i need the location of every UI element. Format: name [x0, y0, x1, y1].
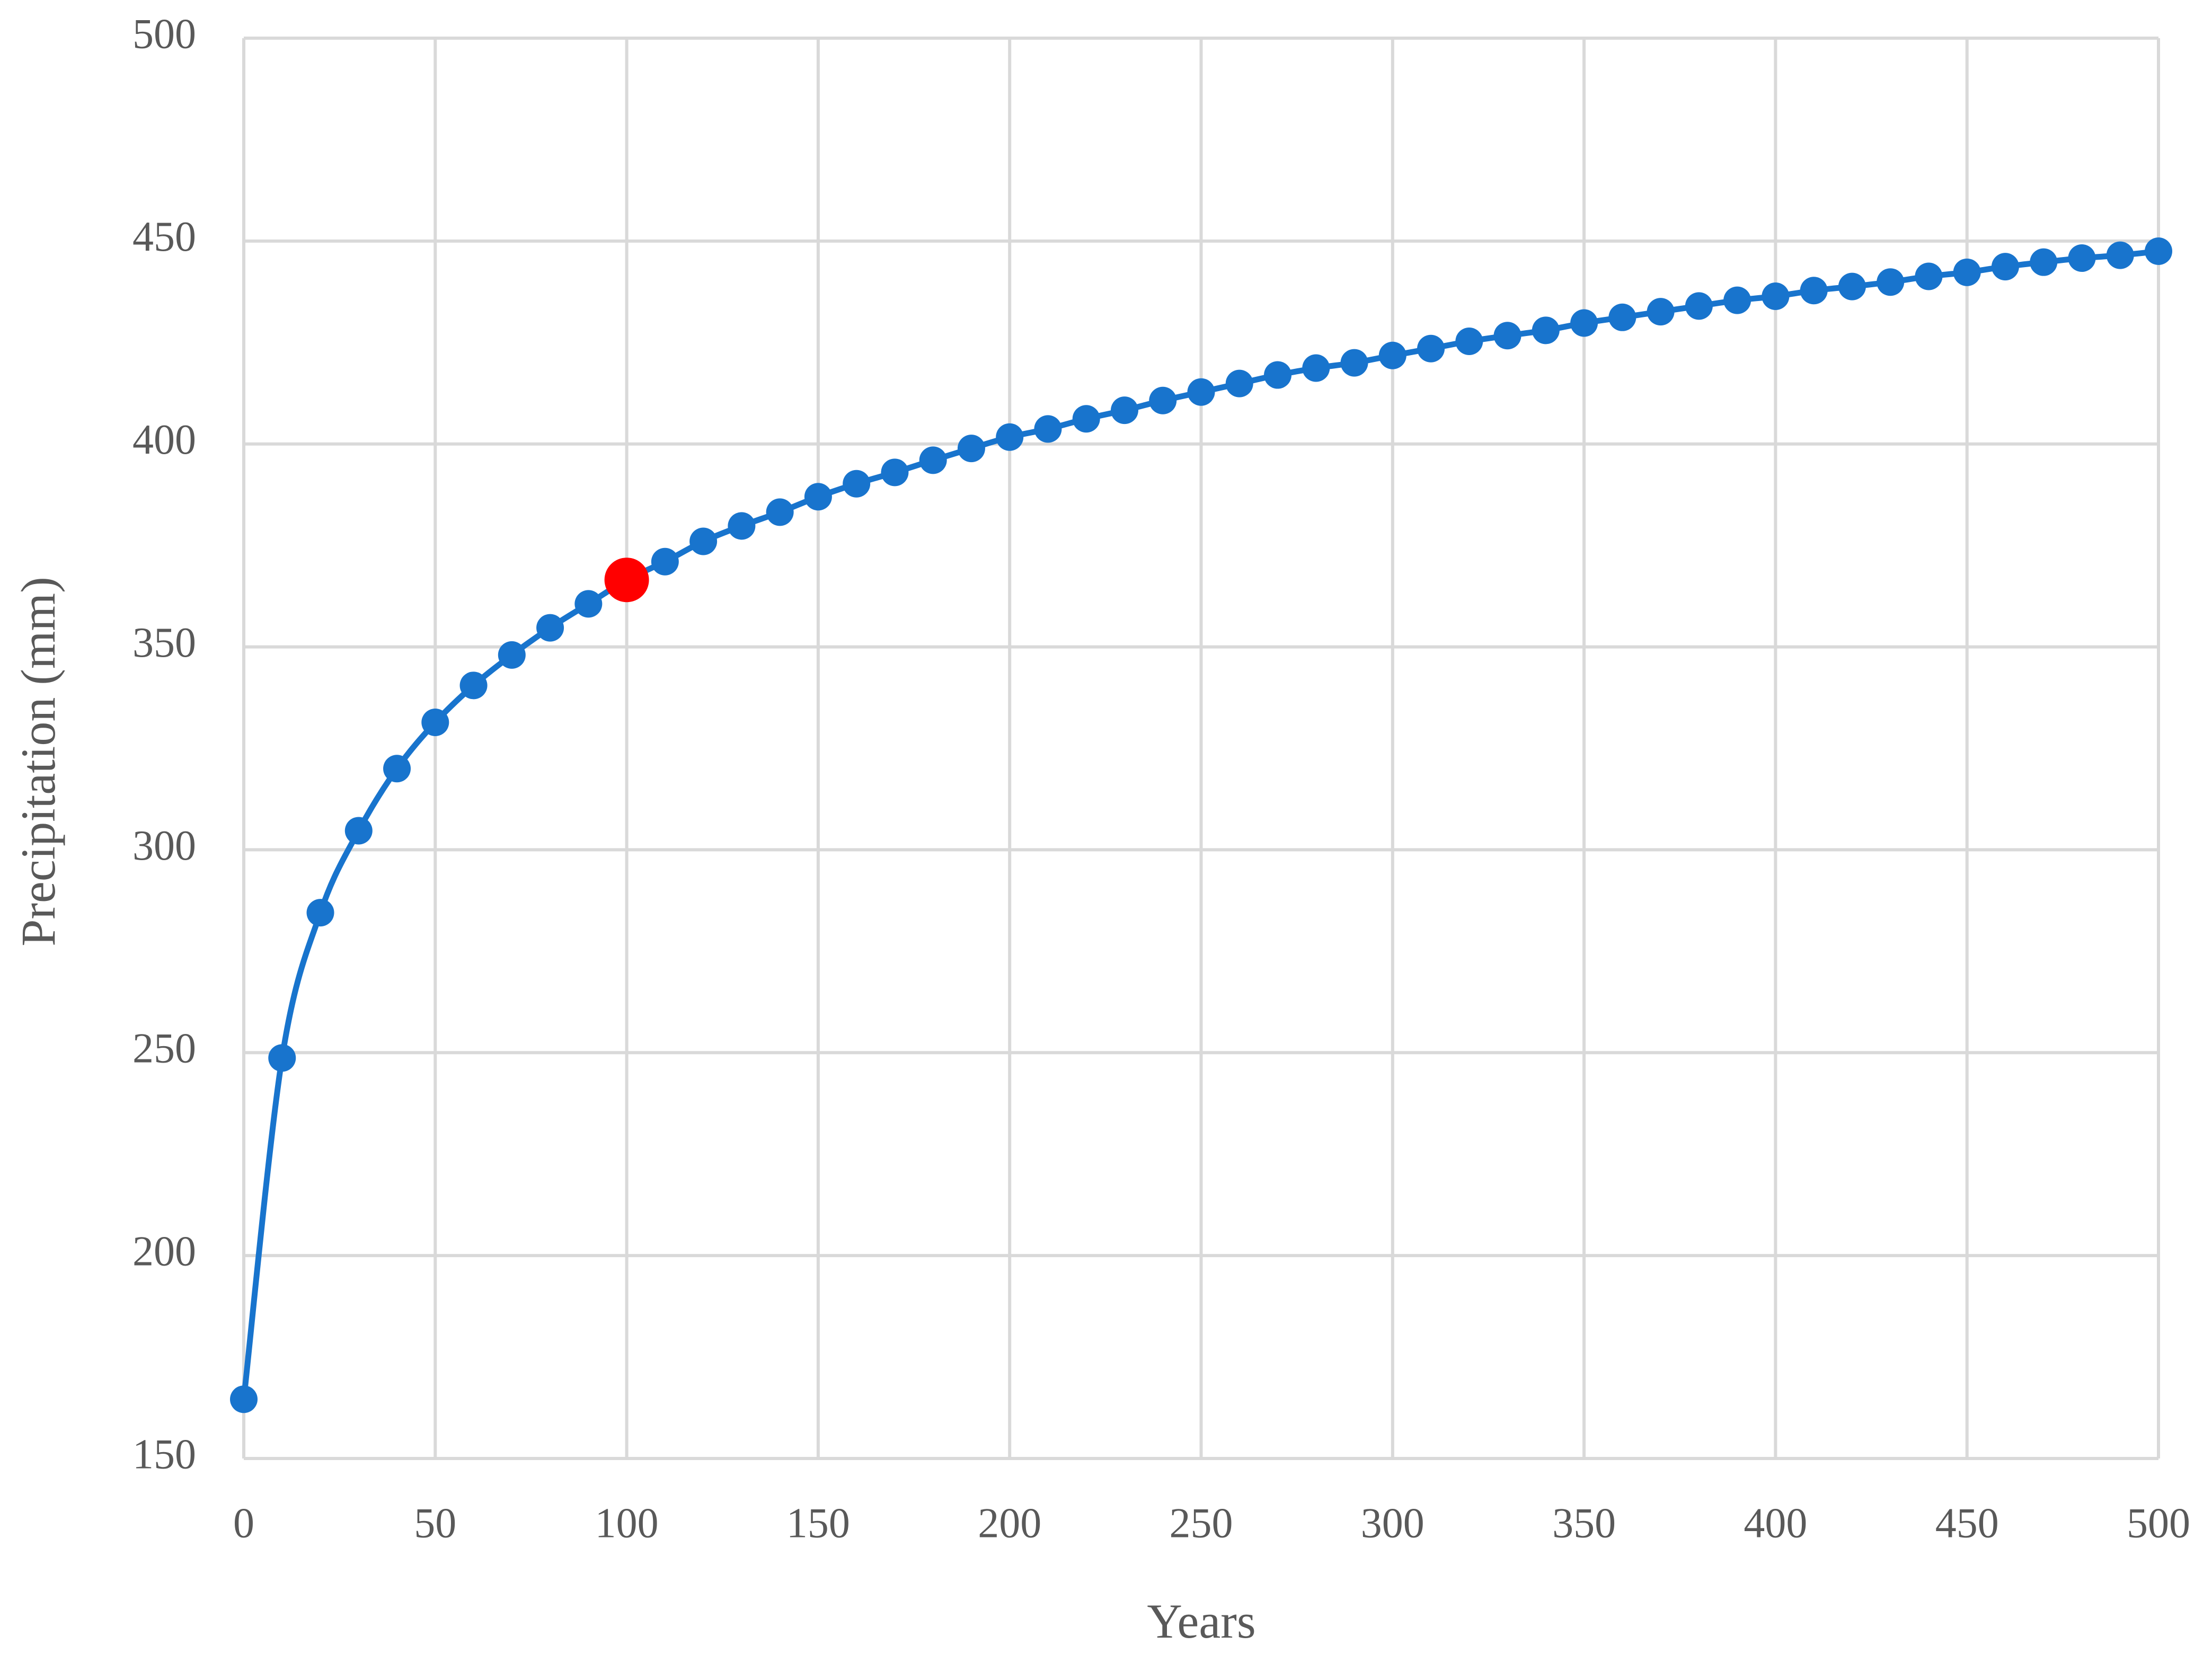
marker — [421, 708, 449, 736]
x-tick-label: 300 — [1361, 1500, 1424, 1546]
x-tick-label: 50 — [414, 1500, 456, 1546]
y-tick-label: 350 — [132, 620, 196, 666]
marker — [230, 1385, 258, 1413]
marker — [766, 498, 794, 526]
marker — [1417, 334, 1445, 363]
y-tick-label: 500 — [132, 11, 196, 57]
marker — [498, 641, 526, 669]
marker — [1149, 386, 1177, 414]
y-tick-label: 150 — [132, 1431, 196, 1478]
marker — [1302, 354, 1330, 382]
y-tick-label: 450 — [132, 214, 196, 260]
x-tick-label: 350 — [1552, 1500, 1616, 1546]
marker — [1034, 415, 1062, 443]
marker — [2145, 237, 2172, 265]
marker — [843, 470, 871, 498]
x-tick-label: 500 — [2127, 1500, 2190, 1546]
marker — [1685, 292, 1713, 320]
marker — [881, 458, 909, 487]
marker — [1493, 322, 1521, 350]
marker — [574, 590, 603, 618]
marker — [996, 423, 1024, 451]
marker — [651, 547, 679, 576]
marker — [804, 483, 832, 511]
x-axis-title: Years — [1147, 1594, 1255, 1648]
marker — [1762, 282, 1790, 310]
marker — [1532, 316, 1560, 344]
x-tick-label: 400 — [1744, 1500, 1807, 1546]
y-tick-label: 400 — [132, 417, 196, 463]
marker — [689, 527, 718, 555]
marker — [1838, 272, 1866, 300]
marker — [1953, 258, 1981, 286]
x-tick-label: 100 — [595, 1500, 659, 1546]
marker — [1800, 277, 1828, 305]
marker — [1570, 309, 1598, 337]
marker — [1991, 253, 2019, 281]
marker — [604, 558, 649, 603]
x-tick-label: 0 — [233, 1500, 254, 1546]
marker — [919, 446, 947, 474]
marker — [1072, 405, 1100, 433]
marker — [383, 755, 411, 783]
y-tick-label: 300 — [132, 823, 196, 869]
marker — [2030, 248, 2058, 276]
marker — [1608, 303, 1636, 331]
marker — [1915, 262, 1943, 290]
y-tick-label: 200 — [132, 1228, 196, 1275]
y-tick-label: 250 — [132, 1026, 196, 1072]
marker — [1723, 286, 1751, 314]
x-tick-label: 150 — [786, 1500, 850, 1546]
x-tick-label: 200 — [978, 1500, 1041, 1546]
marker — [1340, 349, 1368, 377]
marker — [268, 1044, 296, 1072]
marker — [1110, 396, 1138, 425]
x-tick-label: 250 — [1170, 1500, 1233, 1546]
marker — [2068, 244, 2096, 272]
marker — [957, 435, 985, 463]
marker — [2106, 241, 2134, 269]
marker — [1187, 378, 1215, 406]
marker — [1647, 298, 1675, 326]
x-tick-label: 450 — [1935, 1500, 1999, 1546]
y-axis-title: Precipitation (mm) — [11, 577, 65, 947]
marker — [459, 671, 488, 700]
marker — [536, 614, 564, 642]
marker — [1225, 369, 1253, 397]
marker — [728, 512, 756, 540]
marker — [1455, 327, 1483, 355]
marker — [306, 899, 334, 927]
marker — [1264, 361, 1292, 389]
marker — [344, 817, 373, 845]
marker — [1877, 268, 1905, 296]
marker — [1378, 341, 1406, 369]
